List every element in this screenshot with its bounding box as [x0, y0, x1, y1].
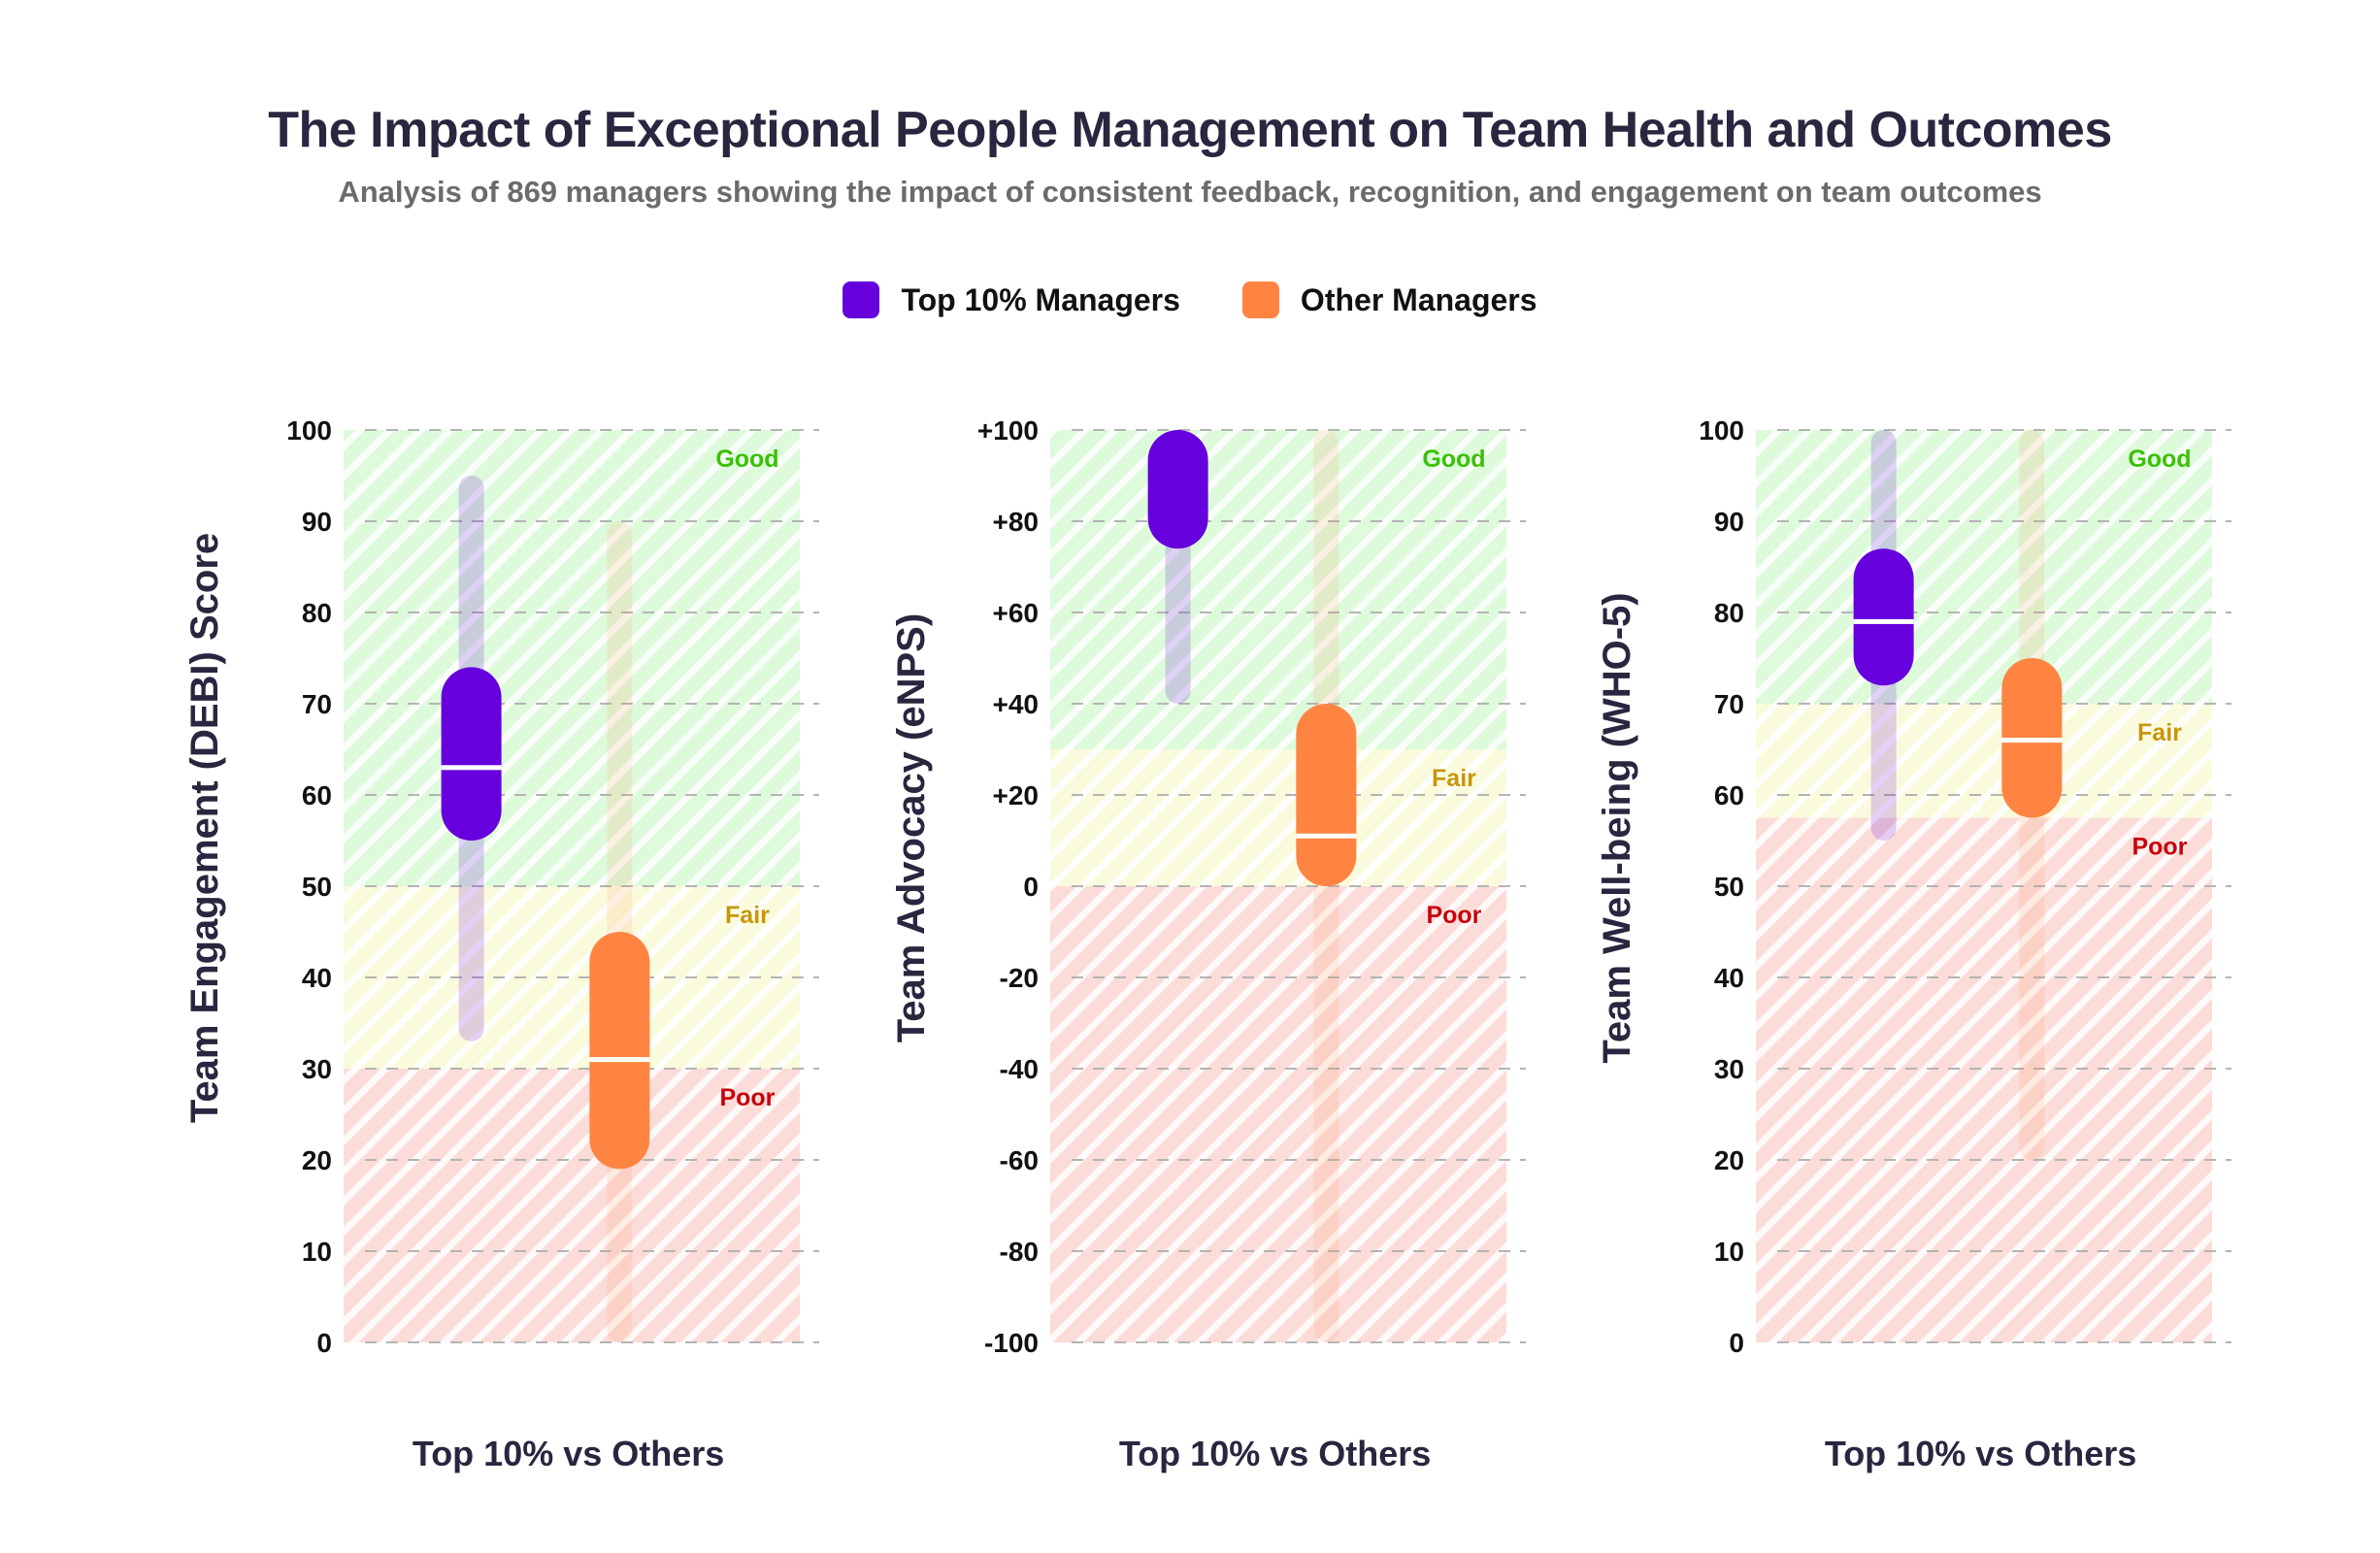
y-tick-label: 40	[1714, 963, 1744, 993]
chart-subtitle: Analysis of 869 managers showing the imp…	[338, 175, 2042, 209]
y-tick-label: 90	[1714, 507, 1744, 537]
zone-stripes-good	[344, 430, 800, 886]
iqr-box	[589, 932, 650, 1170]
zone-label-poor: Poor	[719, 1084, 775, 1111]
y-tick-label: +100	[977, 415, 1039, 446]
y-tick-label: +60	[993, 598, 1040, 628]
zone-label-fair: Fair	[725, 902, 770, 929]
legend: Top 10% Managers Other Managers	[0, 281, 2380, 318]
y-tick-label: 100	[286, 415, 332, 446]
y-tick-label: 10	[1714, 1237, 1744, 1267]
y-tick-label: -20	[1000, 963, 1039, 993]
legend-label-others: Other Managers	[1300, 281, 1537, 317]
y-tick-label: +20	[993, 780, 1040, 810]
zone-stripes-good	[1050, 430, 1506, 749]
median-line	[2001, 738, 2063, 743]
y-tick-label: 10	[302, 1237, 332, 1267]
legend-item-others[interactable]: Other Managers	[1241, 281, 1537, 318]
y-tick-label: 70	[302, 689, 332, 719]
zone-stripes-poor	[1050, 886, 1506, 1342]
iqr-box	[1296, 704, 1357, 886]
box-other-managers[interactable]	[589, 521, 650, 1342]
box-top-10-managers[interactable]	[1853, 430, 1914, 841]
zone-stripes-fair	[1050, 749, 1506, 886]
y-tick-label: -60	[1000, 1145, 1039, 1175]
y-tick-label: -100	[984, 1328, 1039, 1358]
median-line	[1296, 833, 1357, 839]
y-tick-label: 30	[302, 1054, 332, 1084]
y-tick-label: -80	[1000, 1237, 1039, 1267]
zone-stripes-good	[1756, 430, 2212, 704]
box-top-10-managers[interactable]	[441, 476, 502, 1041]
y-axis-title: Team Well-being (WHO-5)	[1596, 592, 1638, 1063]
chart-panel-1: 0 10 20 30 40 50 60 70 80 90 100 Good Fair Poor Team E…	[183, 415, 819, 1473]
iqr-box	[1147, 430, 1208, 549]
legend-label-top10: Top 10% Managers	[901, 281, 1180, 317]
x-axis-label: Top 10% vs Others	[1825, 1434, 2136, 1473]
box-top-10-managers[interactable]	[1147, 430, 1208, 704]
y-tick-label: 20	[302, 1145, 332, 1175]
y-tick-label: 70	[1714, 689, 1744, 719]
y-tick-label: 0	[1023, 872, 1039, 902]
y-axis-title: Team Advocacy (eNPS)	[890, 613, 933, 1042]
y-tick-label: 90	[302, 507, 332, 537]
y-tick-label: 40	[302, 963, 332, 993]
y-axis-title: Team Engagement (DEBI) Score	[183, 533, 226, 1123]
chart-panel-3: 0 10 20 30 40 50 60 70 80 90 100 Good Fair Poor Team W…	[1596, 415, 2231, 1473]
box-other-managers[interactable]	[2001, 430, 2063, 1160]
y-tick-label: +80	[993, 507, 1040, 537]
y-tick-label: 60	[302, 780, 332, 810]
y-tick-label: -40	[1000, 1054, 1039, 1084]
y-tick-label: 50	[1714, 872, 1744, 902]
zone-stripes-poor	[344, 1069, 800, 1342]
zone-stripes-fair	[344, 886, 800, 1069]
iqr-box	[441, 667, 502, 841]
y-tick-label: 20	[1714, 1145, 1744, 1175]
chart-title: The Impact of Exceptional People Managem…	[268, 102, 2112, 158]
legend-item-top10[interactable]: Top 10% Managers	[843, 281, 1180, 318]
y-tick-label: 30	[1714, 1054, 1744, 1084]
median-line	[1853, 618, 1914, 624]
zone-label-good: Good	[2128, 446, 2191, 473]
x-axis-label: Top 10% vs Others	[413, 1434, 724, 1473]
zone-label-poor: Poor	[1426, 902, 1481, 929]
y-tick-label: 80	[1714, 598, 1744, 628]
zone-label-good: Good	[715, 446, 778, 473]
zone-stripes-fair	[1756, 704, 2212, 818]
iqr-box	[1853, 548, 1914, 686]
y-tick-label: 0	[1729, 1328, 1744, 1358]
zone-stripes-poor	[1756, 817, 2212, 1342]
zone-label-fair: Fair	[1432, 765, 1476, 792]
median-line	[589, 1057, 650, 1063]
box-other-managers[interactable]	[1296, 430, 1357, 1342]
zone-label-good: Good	[1422, 446, 1485, 473]
y-tick-label: 80	[302, 598, 332, 628]
legend-swatch-others	[1241, 281, 1279, 318]
legend-swatch-top10	[843, 281, 880, 318]
y-tick-label: 50	[302, 872, 332, 902]
chart-panel-2: -100 -80 -60 -40 -20 0 +20 +40 +60 +80 +100 Good Fai…	[890, 415, 1526, 1473]
zone-label-fair: Fair	[2137, 719, 2182, 746]
x-axis-label: Top 10% vs Others	[1119, 1434, 1431, 1473]
y-tick-label: 60	[1714, 780, 1744, 810]
median-line	[441, 765, 502, 771]
zone-label-poor: Poor	[2132, 834, 2187, 861]
y-tick-label: 100	[1699, 415, 1744, 446]
y-tick-label: 0	[316, 1328, 332, 1358]
y-tick-label: +40	[993, 689, 1040, 719]
